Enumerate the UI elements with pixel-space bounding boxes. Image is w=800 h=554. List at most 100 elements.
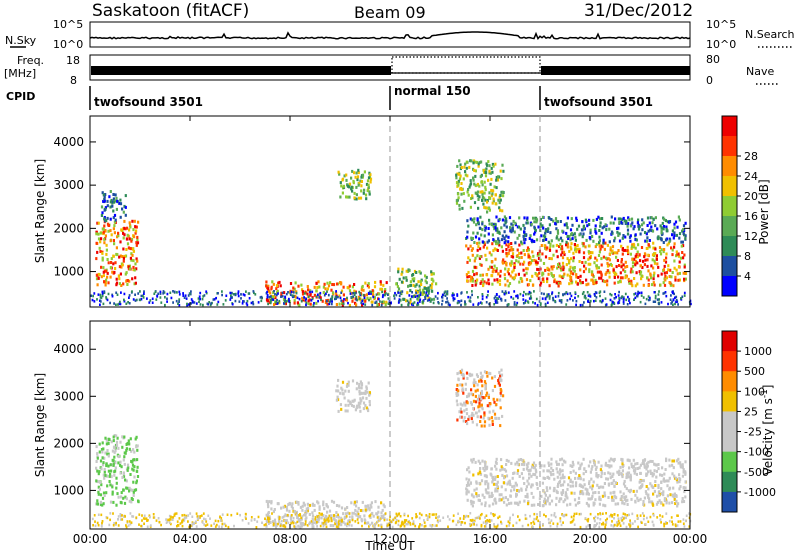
data-pixel xyxy=(370,505,373,509)
data-pixel xyxy=(510,246,513,249)
data-pixel xyxy=(128,228,131,232)
data-pixel xyxy=(599,244,602,248)
data-pixel xyxy=(289,282,293,285)
data-pixel xyxy=(123,298,125,302)
data-pixel xyxy=(336,525,339,529)
data-pixel xyxy=(96,298,98,301)
data-pixel xyxy=(299,525,302,529)
data-pixel xyxy=(669,298,672,301)
data-pixel xyxy=(641,228,644,232)
data-pixel xyxy=(422,300,424,303)
data-pixel xyxy=(395,293,398,297)
data-pixel xyxy=(576,247,579,251)
data-pixel xyxy=(521,458,524,462)
data-pixel xyxy=(356,298,359,302)
data-pixel xyxy=(132,493,135,497)
data-pixel xyxy=(664,219,667,223)
data-pixel xyxy=(479,273,482,277)
data-pixel xyxy=(582,256,586,260)
data-pixel xyxy=(275,284,279,288)
data-pixel xyxy=(316,521,318,524)
data-pixel xyxy=(548,476,551,480)
data-pixel xyxy=(566,257,569,261)
data-pixel xyxy=(361,175,364,179)
data-pixel xyxy=(95,445,98,449)
data-pixel xyxy=(347,519,350,523)
data-pixel xyxy=(553,280,556,284)
data-pixel xyxy=(647,495,650,499)
x-tick-label: 12:00 xyxy=(373,532,408,546)
data-pixel xyxy=(495,269,498,273)
data-pixel xyxy=(183,296,186,299)
data-pixel xyxy=(503,476,506,480)
data-pixel xyxy=(488,504,491,508)
data-pixel xyxy=(397,267,400,271)
data-pixel xyxy=(190,290,192,293)
data-pixel xyxy=(233,524,235,528)
data-pixel xyxy=(546,230,549,233)
data-pixel xyxy=(663,258,666,262)
data-pixel xyxy=(397,291,400,294)
data-pixel xyxy=(363,188,366,192)
data-pixel xyxy=(171,518,174,521)
data-pixel xyxy=(265,524,268,528)
data-pixel xyxy=(525,292,527,296)
data-pixel xyxy=(467,295,470,299)
data-pixel xyxy=(467,417,470,421)
data-pixel xyxy=(604,504,607,508)
data-pixel xyxy=(351,285,354,289)
data-pixel xyxy=(498,282,502,286)
data-pixel xyxy=(594,519,596,523)
data-pixel xyxy=(476,182,479,186)
data-pixel xyxy=(483,243,486,247)
data-pixel xyxy=(679,256,683,260)
data-pixel xyxy=(629,239,632,243)
data-pixel xyxy=(364,193,368,197)
data-pixel xyxy=(488,169,491,173)
data-pixel xyxy=(623,248,626,252)
data-pixel xyxy=(306,285,309,288)
data-pixel xyxy=(594,299,597,302)
data-pixel xyxy=(117,231,120,235)
data-pixel xyxy=(135,435,138,439)
data-pixel xyxy=(195,512,198,515)
data-pixel xyxy=(516,301,519,305)
data-pixel xyxy=(585,525,588,529)
data-pixel xyxy=(651,500,654,504)
data-pixel xyxy=(683,525,686,528)
data-pixel xyxy=(526,479,529,483)
data-pixel xyxy=(458,371,461,375)
data-pixel xyxy=(476,398,479,402)
data-pixel xyxy=(105,243,108,247)
data-pixel xyxy=(103,494,106,497)
data-pixel xyxy=(560,275,563,279)
data-pixel xyxy=(296,296,299,300)
data-pixel xyxy=(243,294,246,297)
data-pixel xyxy=(335,504,339,507)
data-pixel xyxy=(328,509,332,513)
data-pixel xyxy=(551,292,553,296)
data-pixel xyxy=(473,201,477,205)
data-pixel xyxy=(483,224,486,228)
data-pixel xyxy=(683,294,686,297)
data-pixel xyxy=(500,393,503,397)
data-pixel xyxy=(544,246,547,250)
data-pixel xyxy=(629,473,632,477)
data-pixel xyxy=(419,271,422,275)
data-pixel xyxy=(634,493,637,497)
data-pixel xyxy=(510,230,513,234)
data-pixel xyxy=(589,231,592,235)
data-pixel xyxy=(515,501,518,505)
data-pixel xyxy=(451,292,454,295)
data-pixel xyxy=(345,173,348,177)
data-pixel xyxy=(471,277,474,281)
data-pixel xyxy=(340,523,343,527)
data-pixel xyxy=(639,259,642,263)
data-pixel xyxy=(406,299,409,303)
data-pixel xyxy=(275,287,278,291)
data-pixel xyxy=(350,296,353,299)
data-pixel xyxy=(620,265,623,269)
data-pixel xyxy=(338,504,341,508)
data-pixel xyxy=(128,264,131,268)
data-pixel xyxy=(142,296,145,299)
